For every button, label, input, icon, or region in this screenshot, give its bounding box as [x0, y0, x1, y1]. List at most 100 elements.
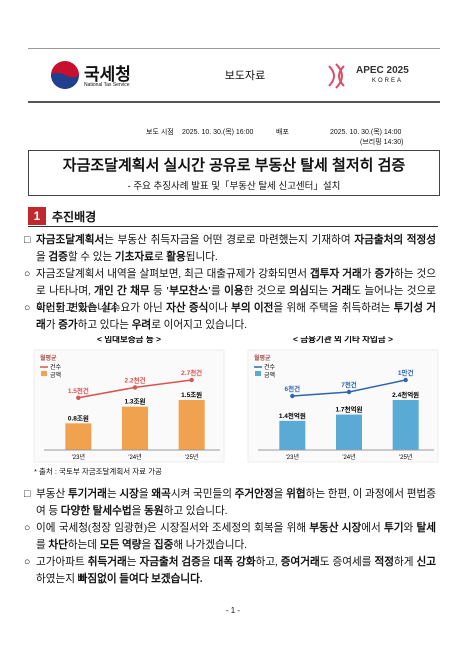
legend-label: 건수 — [264, 363, 276, 371]
bold-run: 거래 — [331, 286, 352, 297]
distribution-label: 배포 — [276, 129, 289, 136]
bold-run: 투기성 거래 — [36, 303, 436, 331]
text-run: 하고 있다는 — [77, 320, 132, 331]
legend-swatch — [41, 371, 47, 376]
bold-run: 증가 — [374, 269, 395, 280]
text-run: 하는 한편, 이 과정에서 편법증여 등 — [36, 489, 436, 517]
bold-run: 활용 — [166, 252, 186, 263]
text-run: 와 — [403, 523, 417, 534]
line-label: 1.5천건 — [68, 386, 89, 395]
text-run: 자금조달계획서 내역을 살펴보면, 최근 대출규제가 강화되면서 — [36, 269, 311, 280]
text-run: 을 — [273, 489, 287, 500]
bullet: ○ — [24, 303, 31, 314]
text-run: 로 이어지고 있습니다. — [151, 320, 247, 331]
legend-label: 금액 — [50, 372, 61, 379]
bold-run: 이용 — [224, 286, 244, 297]
bold-run: 동원 — [144, 506, 164, 517]
line-label: 6천건 — [285, 384, 301, 393]
text-run: 시켜 국민들의 — [170, 489, 235, 500]
title-box — [28, 150, 440, 196]
text-run: 도 증여세를 — [319, 557, 375, 568]
line-label: 7천건 — [341, 380, 357, 389]
bullet: ○ — [24, 523, 31, 534]
source: * 출처 : 국토부 자금조달계획서 자료 가공 — [34, 467, 162, 476]
bullet: ○ — [24, 557, 31, 568]
agency: 국세청 — [84, 65, 131, 84]
text-run: 을 — [141, 540, 154, 551]
text-run: 한 것으로 — [243, 286, 290, 297]
bar-label: 0.8조원 — [68, 413, 89, 422]
legend-title: 월평균 — [254, 354, 271, 362]
bar — [279, 420, 306, 450]
bold-run: 다양한 탈세수법 — [60, 506, 132, 517]
text-run: 는 — [126, 557, 140, 568]
bold-run: 자금조달계획서 — [36, 235, 105, 246]
bold-run: 대폭 강화 — [213, 557, 256, 568]
text-run: 을 — [200, 557, 214, 568]
line-label: 1만건 — [398, 368, 414, 377]
bar-label: 1.3조원 — [125, 397, 146, 406]
text-run: 을 — [138, 489, 152, 500]
bold-run: 부동산 시장 — [309, 523, 362, 534]
apec-emblem — [328, 63, 345, 89]
bold-run: 자금출처 검증 — [139, 557, 201, 568]
line-point — [346, 389, 352, 395]
legend-label: 금액 — [264, 372, 275, 379]
text-run: 하는데 — [67, 540, 100, 551]
bold-run: 개인 간 채무 — [94, 286, 150, 297]
bar — [392, 400, 419, 450]
text-run: 부동산 — [36, 489, 68, 500]
text-run: 는 — [106, 489, 120, 500]
line-point — [76, 395, 81, 400]
text-run: 에서 — [361, 523, 385, 534]
bold-run: 주거안정 — [234, 489, 274, 500]
x-label: '23년 — [286, 453, 299, 461]
text-run: 되는 — [308, 286, 332, 297]
text-run: 을 — [131, 506, 145, 517]
text-run: 등 — [149, 286, 167, 297]
bold-run: 투기거래 — [67, 489, 107, 500]
line-label: 2.2천건 — [125, 375, 146, 384]
paragraph: □ 자금조달계획서는 부동산 취득자금을 어떤 경로로 마련했는지 기재하여 자금… — [24, 232, 436, 266]
text-run: 이에 국세청(청장 임광현)은 시장질서와 조세정의 회복을 위해 — [36, 523, 310, 534]
bold-run: 집중 — [153, 540, 174, 551]
bold-run: 의심 — [289, 286, 309, 297]
bold-run: 탈세 — [416, 523, 437, 534]
paragraph: ○ 자금조달계획서 내역을 살펴보면, 최근 대출규제가 강화되면서 갭투자 거래… — [24, 266, 436, 317]
bar-label: 1.4천억원 — [279, 411, 306, 420]
text-run: 하는 것으로 나타나며, — [36, 269, 436, 297]
legend-title: 월평균 — [40, 354, 57, 362]
text-run: 하였는지 — [36, 574, 78, 585]
text-run: 가 — [361, 269, 375, 280]
event: APEC 2025 — [356, 65, 409, 76]
bold-run: 우려 — [131, 320, 152, 331]
text-run: 고가아파트 — [36, 557, 88, 568]
bold-run: 차단 — [48, 540, 68, 551]
legend-label: 건수 — [50, 363, 62, 371]
text-run: 를 — [36, 540, 49, 551]
x-label: '23년 — [72, 453, 85, 461]
bold-run: 부의 이전 — [231, 303, 274, 314]
paragraph: □ 부동산 투기거래는 시장을 왜곡시켜 국민들의 주거안정을 위협하는 한편, … — [24, 486, 436, 520]
legend-swatch — [255, 371, 261, 376]
text-run: 을 — [36, 252, 49, 263]
subtitle: - 주요 추징사례 발표 및「부동산 탈세 신고센터」설치 — [127, 181, 341, 192]
text-run: 을 위해 주택을 취득하려는 — [273, 303, 394, 314]
line-label: 2.7천건 — [181, 368, 202, 377]
event-sub: KOREA — [372, 78, 404, 84]
distribution-time: 2025. 10. 30.(목) 14:00 — [330, 129, 402, 136]
text-run: 하고 있습니다. — [163, 506, 228, 517]
section-title: 추진배경 — [52, 210, 97, 224]
text-run: 는 부동산 취득자금을 어떤 경로로 마련했는지 기재하여 — [104, 235, 355, 246]
line-point — [290, 393, 295, 399]
title: 자금조달계획서 실시간 공유로 부동산 탈세 철저히 검증 — [62, 157, 406, 174]
bullet: □ — [24, 489, 31, 500]
doc-type: 보도자료 — [224, 70, 266, 82]
bold-run: 증가 — [58, 320, 78, 331]
paragraph: ○ 고가아파트 취득거래는 자금출처 검증을 대폭 강화하고, 증여거래도 증여세… — [24, 554, 436, 588]
bullet: □ — [24, 235, 31, 246]
bold-run: 빠짐없이 들여다 보겠습니다. — [77, 574, 203, 585]
text-run: 됩니다. — [185, 252, 218, 263]
bullet: ○ — [24, 269, 31, 280]
